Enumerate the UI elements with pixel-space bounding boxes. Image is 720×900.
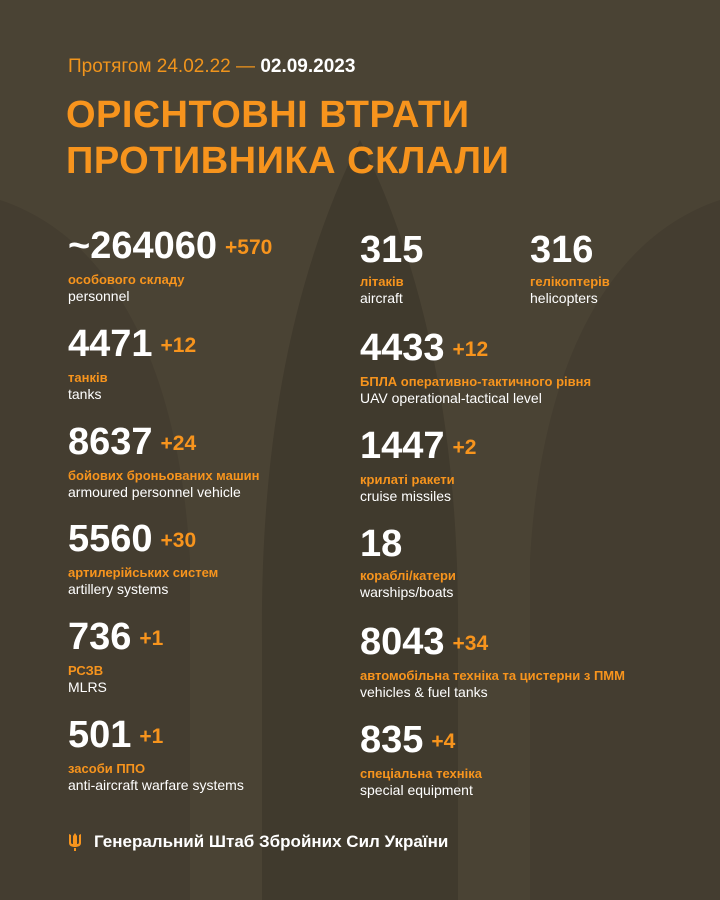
stat-item: 315 літаків aircraft [360, 230, 423, 306]
stat-label-en: anti-aircraft warfare systems [68, 776, 244, 793]
stat-label-en: vehicles & fuel tanks [360, 683, 488, 700]
stat-label-ua: бойових броньованих машин [68, 467, 260, 483]
page-title: ОРІЄНТОВНІ ВТРАТИ ПРОТИВНИКА СКЛАЛИ [66, 94, 510, 182]
stat-label-en: UAV operational-tactical level [360, 389, 542, 406]
stat-value: 835 +4 [360, 719, 456, 761]
stat-label-ua: літаків [360, 274, 404, 289]
stat-label-ua: артилерійських систем [68, 564, 219, 580]
stat-label-en: helicopters [530, 290, 598, 306]
stat-value: 8637 +24 [68, 421, 197, 463]
stat-label-ua: автомобільна техніка та цистерни з ПММ [360, 667, 625, 683]
stat-label-en: special equipment [360, 781, 473, 798]
stat-label-en: cruise missiles [360, 487, 452, 504]
stat-label-ua: гелікоптерів [530, 274, 610, 289]
stat-label-en: MLRS [68, 678, 107, 695]
stat-value: 18 [360, 523, 403, 565]
stat-delta: +24 [160, 431, 197, 455]
stat-item: 8043 +34 автомобільна техніка та цистерни… [360, 622, 625, 700]
footer: Генеральний Штаб Збройних Сил України [68, 832, 448, 852]
stat-value: 5560 +30 [68, 518, 197, 560]
stat-label-ua: танків [68, 369, 108, 385]
stat-item: 18 кораблі/катери warships/boats [360, 524, 456, 600]
stat-item: 736 +1 РСЗВ MLRS [68, 617, 163, 695]
stat-delta: +30 [160, 528, 197, 552]
stat-value: 736 +1 [68, 616, 164, 658]
stat-value: 315 [360, 229, 424, 271]
stat-item: 835 +4 спеціальна техніка special equipme… [360, 720, 482, 798]
stat-item: 1447 +2 крилаті ракети cruise missiles [360, 426, 477, 504]
stat-label-ua: кораблі/катери [360, 568, 456, 583]
stat-label-ua: засоби ППО [68, 760, 146, 776]
stat-label-en: tanks [68, 385, 102, 402]
stat-label-en: warships/boats [360, 584, 454, 600]
stat-delta: +12 [452, 337, 489, 361]
stat-label-en: aircraft [360, 290, 403, 306]
stat-delta: +12 [160, 333, 197, 357]
stat-label-ua: особового складу [68, 271, 185, 287]
stat-label-en: personnel [68, 287, 130, 304]
stat-value: 4471 +12 [68, 323, 197, 365]
period: Протягом 24.02.22 — 02.09.2023 [68, 56, 356, 77]
stat-item: 4433 +12 БПЛА оперативно-тактичного рівня… [360, 328, 591, 406]
stat-value: 316 [530, 229, 594, 271]
stat-delta: +1 [139, 626, 164, 650]
stat-value: 1447 +2 [360, 425, 477, 467]
stat-item: ~264060 +570 особового складу personnel [68, 226, 272, 304]
stat-value: 501 +1 [68, 714, 164, 756]
stat-label-en: artillery systems [68, 580, 169, 597]
stat-label-ua: спеціальна техніка [360, 765, 482, 781]
stat-item: 316 гелікоптерів helicopters [530, 230, 610, 306]
stat-delta: +570 [225, 235, 273, 259]
trident-icon [69, 833, 81, 851]
stat-label-ua: РСЗВ [68, 662, 104, 678]
stat-value: ~264060 +570 [68, 225, 273, 267]
stat-delta: +4 [431, 729, 456, 753]
stat-item: 5560 +30 артилерійських систем artillery … [68, 519, 218, 597]
stat-delta: +34 [452, 631, 489, 655]
stat-label-ua: БПЛА оперативно-тактичного рівня [360, 373, 592, 389]
stat-value: 4433 +12 [360, 327, 489, 369]
stat-item: 501 +1 засоби ППО anti-aircraft warfare s… [68, 715, 244, 793]
stat-value: 8043 +34 [360, 621, 489, 663]
stat-label-en: armoured personnel vehicle [68, 483, 241, 500]
stat-delta: +1 [139, 724, 164, 748]
stat-item: 8637 +24 бойових броньованих машин armour… [68, 422, 260, 500]
stat-label-ua: крилаті ракети [360, 471, 455, 487]
stat-delta: +2 [452, 435, 477, 459]
stat-item: 4471 +12 танків tanks [68, 324, 196, 402]
